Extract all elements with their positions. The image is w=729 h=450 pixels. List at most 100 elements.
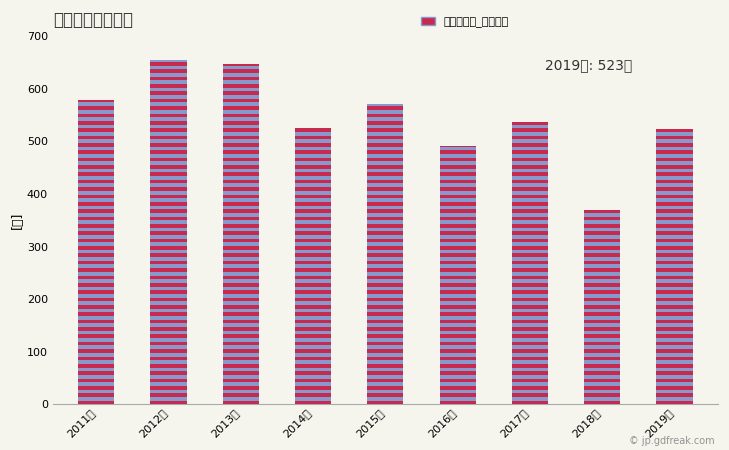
Bar [512, 253, 548, 257]
Bar [440, 261, 476, 265]
Bar [223, 63, 259, 66]
Bar [223, 356, 259, 360]
Bar [440, 297, 476, 302]
Bar [150, 103, 187, 106]
Bar [78, 353, 114, 356]
Bar [150, 309, 187, 312]
Bar [440, 316, 476, 320]
Bar [150, 69, 187, 73]
Bar [656, 184, 693, 187]
Bar [223, 88, 259, 91]
Bar [223, 81, 259, 84]
Bar [295, 290, 331, 294]
Bar [78, 275, 114, 279]
Bar [78, 117, 114, 121]
Bar [78, 346, 114, 349]
Bar [223, 198, 259, 202]
Bar [295, 302, 331, 305]
Bar [295, 220, 331, 224]
Bar [512, 194, 548, 198]
Bar [223, 275, 259, 279]
Bar [150, 165, 187, 169]
Bar [512, 140, 548, 143]
Bar [512, 393, 548, 397]
Bar [150, 360, 187, 364]
Bar [656, 154, 693, 157]
Bar [295, 228, 331, 231]
Bar [440, 150, 476, 154]
Bar [78, 253, 114, 257]
Bar [584, 238, 620, 243]
Bar [440, 169, 476, 172]
Bar [150, 147, 187, 150]
Bar [295, 243, 331, 246]
Bar [584, 257, 620, 261]
Bar [295, 209, 331, 213]
Bar [512, 305, 548, 309]
Bar [150, 386, 187, 390]
Bar [656, 147, 693, 150]
Bar [78, 224, 114, 228]
Bar [512, 386, 548, 390]
Bar [440, 180, 476, 184]
Bar [440, 375, 476, 378]
Bar [584, 342, 620, 346]
Bar [150, 246, 187, 250]
Bar [150, 257, 187, 261]
Bar [512, 147, 548, 150]
Bar [295, 238, 331, 243]
Bar [367, 342, 403, 346]
Bar [512, 324, 548, 327]
Bar [295, 324, 331, 327]
Bar [150, 191, 187, 194]
Bar [512, 265, 548, 268]
Bar [367, 202, 403, 206]
Bar [223, 69, 259, 73]
Bar [367, 393, 403, 397]
Bar [656, 187, 693, 191]
Bar [150, 320, 187, 324]
Bar [150, 209, 187, 213]
Bar [295, 360, 331, 364]
Bar [150, 294, 187, 297]
Bar [367, 165, 403, 169]
Bar [440, 246, 476, 250]
Bar [367, 353, 403, 356]
Bar [295, 364, 331, 368]
Bar [150, 135, 187, 140]
Bar [512, 235, 548, 238]
Bar [584, 397, 620, 400]
Bar [584, 261, 620, 265]
Bar [78, 162, 114, 165]
Bar [295, 378, 331, 382]
Bar [150, 216, 187, 220]
Bar [223, 360, 259, 364]
Bar [512, 375, 548, 378]
Bar [150, 202, 187, 206]
Bar [223, 302, 259, 305]
Bar [656, 150, 693, 154]
Bar [367, 150, 403, 154]
Bar [512, 125, 548, 128]
Bar [656, 261, 693, 265]
Bar [367, 228, 403, 231]
Bar [512, 294, 548, 297]
Bar [150, 106, 187, 110]
Bar [295, 342, 331, 346]
Bar [295, 294, 331, 297]
Bar [440, 353, 476, 356]
Bar [295, 375, 331, 378]
Bar [78, 213, 114, 216]
Bar [367, 331, 403, 334]
Bar [78, 176, 114, 180]
Bar [440, 209, 476, 213]
Bar [78, 140, 114, 143]
Bar [656, 360, 693, 364]
Bar [223, 128, 259, 132]
Bar [367, 316, 403, 320]
Bar [512, 261, 548, 265]
Bar [656, 400, 693, 405]
Bar [367, 290, 403, 294]
Bar [512, 143, 548, 147]
Bar [367, 246, 403, 250]
